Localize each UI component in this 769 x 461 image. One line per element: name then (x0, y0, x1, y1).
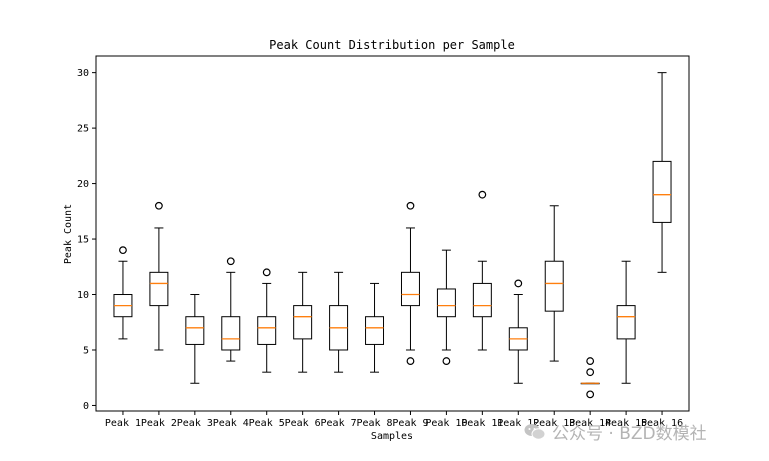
outlier-point (442, 357, 451, 365)
iqr-box (149, 271, 169, 307)
box-7 (329, 271, 349, 373)
x-tick-label: Peak 8 (356, 418, 392, 429)
iqr-box (365, 316, 385, 345)
box-16 (652, 72, 672, 273)
box-9 (400, 201, 420, 365)
x-tick-label: Peak 12 (497, 418, 539, 429)
iqr-box (221, 316, 241, 351)
box-11 (472, 190, 492, 351)
iqr-box (472, 282, 492, 318)
iqr-box (293, 305, 313, 340)
iqr-box (652, 160, 672, 223)
outlier-point (514, 279, 523, 288)
y-tick-label: 10 (77, 290, 89, 301)
iqr-box (436, 288, 456, 318)
iqr-box (185, 316, 205, 345)
box-6 (293, 271, 313, 373)
x-tick-label: Peak 5 (249, 418, 285, 429)
outlier-point (586, 368, 595, 377)
box-10 (436, 249, 456, 365)
iqr-box (544, 260, 564, 312)
x-tick-label: Peak 16 (641, 418, 683, 429)
outlier-point (262, 268, 271, 277)
y-tick-label: 0 (83, 401, 89, 412)
iqr-box (257, 316, 277, 345)
x-axis-label: Samples (371, 431, 413, 442)
box-13 (544, 205, 564, 362)
box-2 (149, 201, 169, 351)
x-tick-label: Peak 3 (177, 418, 213, 429)
outlier-point (586, 357, 595, 365)
chart-title: Peak Count Distribution per Sample (269, 38, 515, 52)
box-12 (508, 279, 528, 384)
outlier-point (406, 201, 415, 210)
outlier-point (406, 357, 415, 365)
y-tick-label: 20 (77, 179, 89, 190)
x-tick-label: Peak 11 (461, 418, 503, 429)
y-tick-label: 30 (77, 68, 89, 79)
outlier-point (154, 201, 163, 210)
x-tick-label: Peak 4 (213, 418, 249, 429)
box-4 (221, 257, 241, 362)
wechat-icon (524, 423, 546, 440)
box-8 (365, 282, 385, 373)
watermark-text: 公众号 · BZD数模社 (552, 424, 707, 444)
x-tick-label: Peak 10 (425, 418, 467, 429)
box-14 (580, 357, 600, 399)
x-tick-label: Peak 1 (105, 418, 141, 429)
y-tick-label: 25 (77, 124, 89, 135)
outlier-point (226, 257, 235, 266)
y-tick-label: 5 (83, 345, 89, 356)
iqr-box (400, 271, 420, 307)
outlier-point (478, 190, 487, 199)
plot-frame (95, 55, 690, 412)
box-15 (616, 260, 636, 384)
outlier-point (586, 390, 595, 399)
y-tick-label: 15 (77, 235, 89, 246)
x-tick-label: Peak 9 (392, 418, 428, 429)
outlier-point (119, 246, 127, 255)
x-tick-label: Peak 7 (321, 418, 357, 429)
iqr-box (616, 305, 636, 340)
x-tick-label: Peak 15 (605, 418, 647, 429)
x-tick-label: Peak 6 (285, 418, 321, 429)
box-1 (113, 246, 133, 340)
box-5 (257, 268, 277, 373)
x-tick-label: Peak 13 (533, 418, 575, 429)
x-tick-label: Peak 14 (569, 418, 611, 429)
watermark: 公众号 · BZD数模社 (524, 419, 707, 444)
box-3 (185, 294, 205, 384)
y-axis-label: Peak Count (63, 204, 74, 264)
x-tick-label: Peak 2 (141, 418, 177, 429)
